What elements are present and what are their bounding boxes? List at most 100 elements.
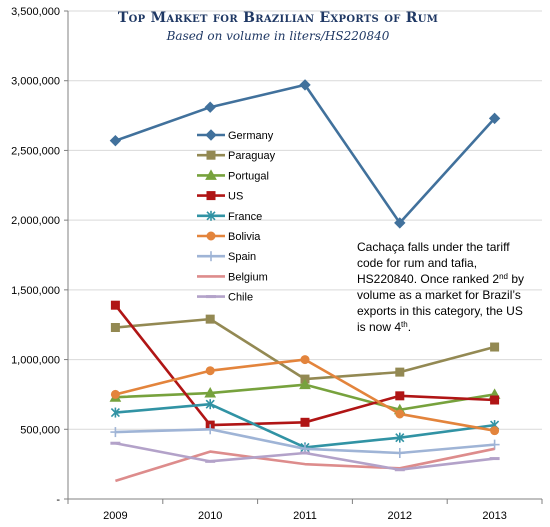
x-tick-label: 2009 (103, 510, 127, 522)
data-point (206, 251, 216, 262)
annotation-text: volume as a market for Brazil’s (357, 288, 521, 302)
annotation-text: . (408, 320, 411, 334)
y-tick-label: 500,000 (20, 424, 60, 436)
annotation-line: volume as a market for Brazil’s (357, 288, 521, 302)
legend-item: Germany (197, 129, 274, 142)
x-axis-ticks: 2009 2010 2011 2012 2013 (103, 510, 507, 522)
legend-item: US (197, 191, 243, 203)
data-point (205, 314, 215, 324)
x-tick-label: 2013 (482, 510, 506, 522)
data-point (110, 441, 121, 445)
data-point (205, 129, 217, 141)
legend-item: France (197, 210, 262, 223)
annotation-line: Cachaça falls under the tariff (357, 240, 510, 254)
chart-subtitle: Based on volume in liters/HS220840 (166, 29, 390, 43)
annotation-line: HS220840. Once ranked 2nd by (357, 272, 524, 287)
data-point (204, 101, 216, 113)
data-point (490, 426, 500, 436)
y-tick-label: 3,000,000 (11, 76, 60, 88)
data-point (490, 342, 500, 352)
data-point (206, 295, 216, 299)
data-point (110, 407, 120, 418)
data-point (110, 427, 121, 438)
legend-item: Paraguay (197, 150, 276, 162)
y-tick-label: - (56, 494, 60, 506)
legend-label: Portugal (228, 170, 269, 182)
data-point (489, 457, 500, 461)
data-point (394, 217, 406, 229)
legend-label: Germany (228, 130, 274, 142)
annotation-text: by (508, 272, 524, 286)
y-tick-label: 2,500,000 (11, 145, 60, 157)
legend-label: Spain (228, 251, 256, 263)
data-point (205, 399, 215, 410)
legend-item: Bolivia (197, 231, 261, 243)
series-line (114, 83, 496, 225)
data-point (110, 300, 120, 310)
data-point (299, 79, 311, 91)
series-spain (110, 424, 500, 458)
data-point (299, 378, 311, 390)
y-axis-ticks: - 500,000 1,000,000 1,500,000 2,000,000 2,500… (11, 6, 60, 506)
data-point (110, 323, 120, 333)
data-point (110, 389, 120, 399)
legend-label: Belgium (228, 271, 268, 283)
data-point (395, 409, 405, 419)
series-bolivia (110, 355, 500, 436)
annotation-line: is now 4th. (357, 320, 411, 335)
data-point (206, 231, 216, 241)
annotation-text: HS220840. Once ranked 2 (357, 272, 499, 286)
legend-item: Chile (197, 292, 253, 304)
annotation-text: code for rum and tafia, (357, 256, 477, 270)
annotation-line: code for rum and tafia, (357, 256, 477, 270)
y-tick-label: 2,000,000 (11, 215, 60, 227)
y-tick-label: 3,500,000 (11, 6, 60, 18)
data-point (205, 169, 217, 180)
legend-item: Belgium (197, 271, 268, 283)
legend-label: Chile (228, 292, 253, 304)
data-point (206, 150, 216, 160)
axes (64, 10, 543, 504)
chart-title: Top Market for Brazilian Exports of Rum (118, 10, 438, 26)
x-tick-label: 2012 (388, 510, 412, 522)
data-point (395, 432, 405, 443)
x-tick-label: 2011 (293, 510, 317, 522)
superscript: nd (499, 272, 508, 281)
data-point (300, 355, 310, 365)
data-point (206, 210, 216, 221)
annotation-text: Cachaça falls under the tariff (357, 240, 510, 254)
annotation-text: exports in this category, the US (357, 304, 523, 318)
data-point (394, 447, 405, 458)
data-point (205, 366, 215, 376)
legend-item: Portugal (197, 169, 269, 182)
series-lines (109, 79, 501, 483)
data-point (204, 387, 217, 398)
data-point (300, 417, 310, 427)
y-tick-label: 1,000,000 (11, 355, 60, 367)
legend-label: US (228, 191, 243, 203)
data-point (205, 424, 216, 435)
series-chile (110, 441, 500, 472)
legend: Germany Paraguay Portugal US France Bolivia Sp… (197, 129, 276, 304)
annotation-text: is now 4 (357, 320, 401, 334)
data-point (206, 191, 216, 201)
series-us (110, 300, 500, 430)
y-tick-label: 1,500,000 (11, 285, 60, 297)
series-line (115, 317, 495, 381)
annotation-line: exports in this category, the US (357, 304, 523, 318)
legend-item: Spain (197, 251, 256, 263)
data-point (395, 367, 405, 377)
data-point (300, 451, 310, 455)
legend-label: France (228, 211, 262, 223)
series-germany (109, 79, 501, 229)
data-point (488, 112, 501, 125)
superscript: th (401, 320, 408, 329)
series-belgium (115, 447, 495, 483)
data-point (490, 395, 500, 405)
series-line (115, 447, 495, 483)
data-point (109, 134, 122, 147)
data-point (395, 391, 405, 401)
data-point (394, 468, 405, 472)
legend-label: Paraguay (228, 150, 276, 162)
